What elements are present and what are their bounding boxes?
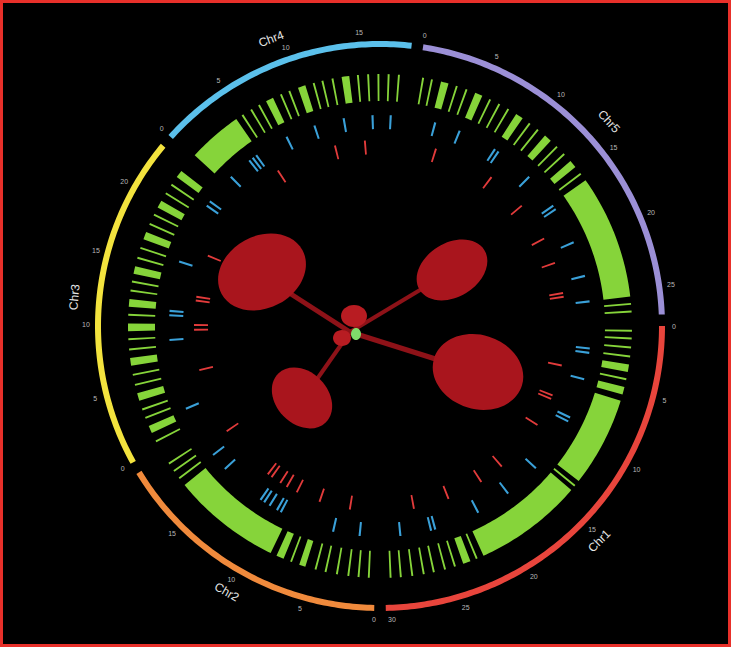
svg-text:10: 10: [633, 466, 641, 473]
svg-text:25: 25: [667, 281, 675, 288]
svg-text:20: 20: [120, 178, 128, 185]
svg-text:Chr4: Chr4: [257, 28, 287, 50]
svg-text:0: 0: [672, 323, 676, 330]
svg-text:5: 5: [663, 397, 667, 404]
svg-text:15: 15: [92, 247, 100, 254]
svg-text:0: 0: [121, 465, 125, 472]
svg-text:15: 15: [588, 526, 596, 533]
svg-text:5: 5: [93, 395, 97, 402]
svg-text:Chr5: Chr5: [595, 107, 623, 136]
svg-text:15: 15: [610, 144, 618, 151]
svg-text:0: 0: [160, 125, 164, 132]
svg-text:Chr1: Chr1: [585, 526, 613, 555]
svg-text:10: 10: [557, 91, 565, 98]
svg-text:0: 0: [423, 32, 427, 39]
svg-text:10: 10: [82, 321, 90, 328]
svg-text:10: 10: [282, 44, 290, 51]
svg-text:15: 15: [355, 29, 363, 36]
svg-text:5: 5: [298, 605, 302, 612]
svg-text:0: 0: [372, 616, 376, 623]
svg-text:20: 20: [647, 209, 655, 216]
svg-text:5: 5: [495, 53, 499, 60]
svg-text:20: 20: [530, 573, 538, 580]
svg-text:25: 25: [462, 604, 470, 611]
svg-text:5: 5: [217, 77, 221, 84]
svg-text:10: 10: [227, 576, 235, 583]
svg-text:Chr2: Chr2: [212, 579, 242, 604]
svg-text:Chr3: Chr3: [66, 283, 82, 311]
svg-text:30: 30: [388, 616, 396, 623]
svg-text:15: 15: [168, 530, 176, 537]
